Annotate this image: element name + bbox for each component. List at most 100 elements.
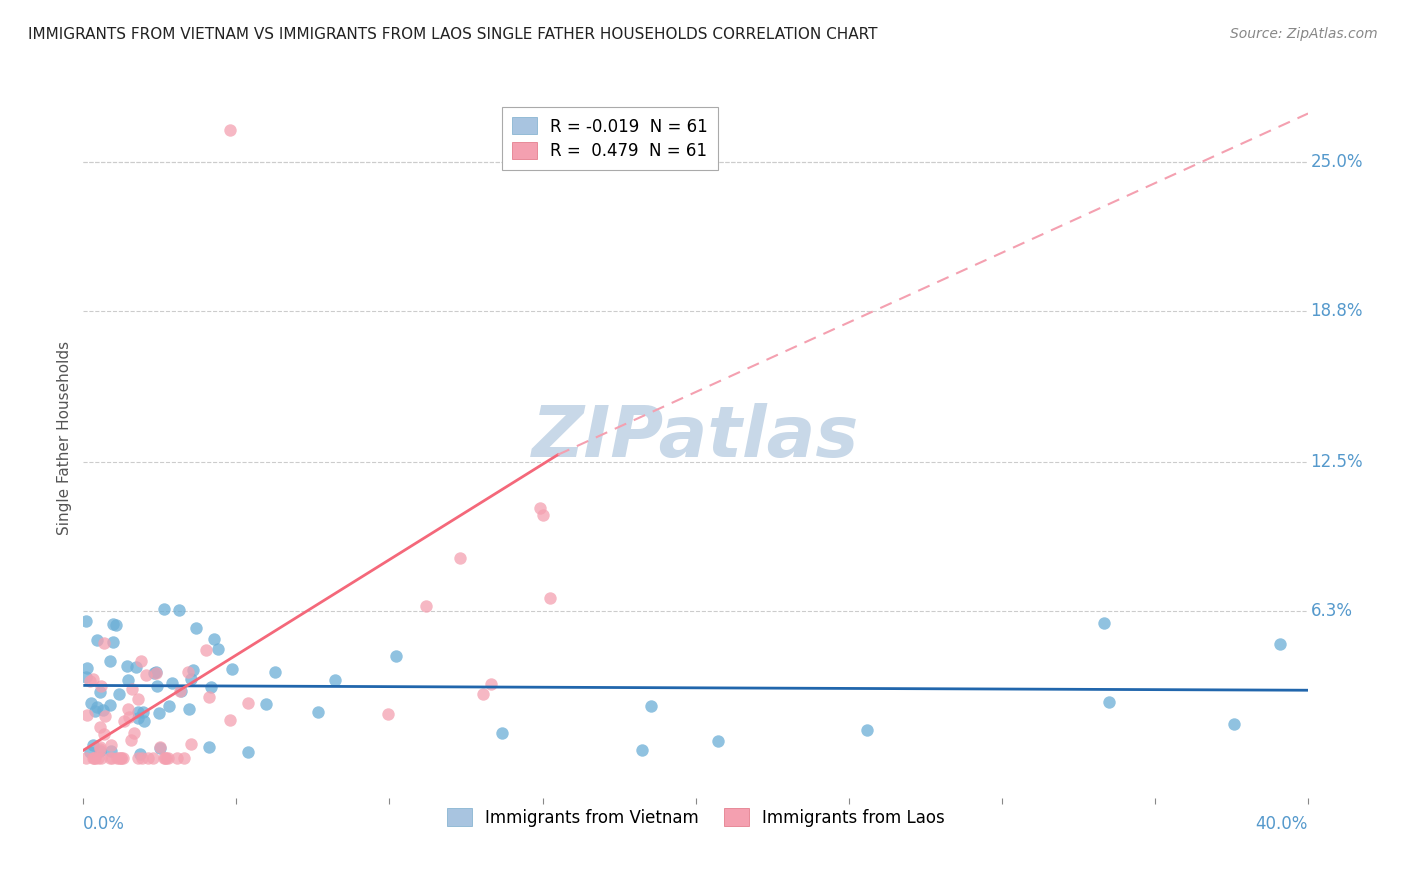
Point [145,665,167,680]
Point [155,750,177,764]
Point [93,636,115,650]
Point [132,714,155,728]
Point [76,661,98,675]
Point [307,705,329,719]
Point [98,698,121,712]
Point [145,665,167,679]
Point [153,750,176,764]
Point [135,667,157,681]
Point [86,700,108,714]
Point [153,750,176,764]
Point [198,690,221,704]
Point [415,599,437,613]
Point [491,726,513,740]
Point [110,750,132,764]
Point [84,704,107,718]
Point [89,685,111,699]
Point [90,750,112,764]
Point [90,679,112,693]
Point [136,750,159,764]
Point [86,633,108,648]
Point [79,697,101,711]
Point [169,602,191,616]
Point [98,750,121,764]
Point [160,675,183,690]
Point [169,684,191,698]
Point [100,744,122,758]
Point [117,702,139,716]
Point [79,674,101,689]
Point [152,602,174,616]
Point [323,673,346,687]
Point [89,739,111,754]
Point [127,750,149,764]
Point [89,742,111,756]
Point [385,648,408,663]
Point [127,692,149,706]
Point [120,732,142,747]
Point [129,654,152,668]
Point [170,683,193,698]
Point [236,745,259,759]
Text: 0.0%: 0.0% [83,815,125,833]
Point [105,617,128,632]
Point [83,750,105,764]
Point [103,635,125,649]
Point [200,680,222,694]
Point [117,673,139,687]
Point [856,723,879,738]
Point [149,740,172,755]
Point [101,617,124,632]
Point [181,663,204,677]
Point [75,750,97,764]
Point [148,706,170,721]
Text: IMMIGRANTS FROM VIETNAM VS IMMIGRANTS FROM LAOS SINGLE FATHER HOUSEHOLDS CORRELA: IMMIGRANTS FROM VIETNAM VS IMMIGRANTS FR… [28,27,877,42]
Text: 18.8%: 18.8% [1310,301,1362,319]
Point [87,750,110,764]
Point [1092,616,1115,631]
Point [707,734,730,748]
Point [75,614,97,628]
Point [122,726,145,740]
Point [127,711,149,725]
Point [538,591,561,606]
Point [221,662,243,676]
Point [177,702,200,716]
Point [177,665,200,679]
Point [529,500,551,515]
Point [149,739,172,754]
Point [91,703,114,717]
Point [1223,717,1246,731]
Text: 40.0%: 40.0% [1256,815,1308,833]
Point [98,654,121,668]
Point [108,750,131,764]
Point [93,727,115,741]
Text: 25.0%: 25.0% [1310,153,1362,170]
Point [101,750,124,764]
Point [82,750,104,764]
Point [108,687,131,701]
Point [132,705,155,719]
Point [631,743,654,757]
Point [479,677,502,691]
Text: 12.5%: 12.5% [1310,453,1364,471]
Point [89,744,111,758]
Point [110,750,132,764]
Point [377,706,399,721]
Y-axis label: Single Father Households: Single Father Households [58,341,72,535]
Point [166,750,188,764]
Point [142,750,165,764]
Point [207,641,229,656]
Point [194,643,217,657]
Point [640,699,662,714]
Point [105,750,128,764]
Text: Source: ZipAtlas.com: Source: ZipAtlas.com [1230,27,1378,41]
Point [84,750,107,764]
Point [146,679,169,693]
Point [219,713,242,727]
Point [202,632,225,647]
Point [531,508,554,522]
Point [76,708,98,723]
Point [125,660,148,674]
Text: ZIPatlas: ZIPatlas [531,403,859,473]
